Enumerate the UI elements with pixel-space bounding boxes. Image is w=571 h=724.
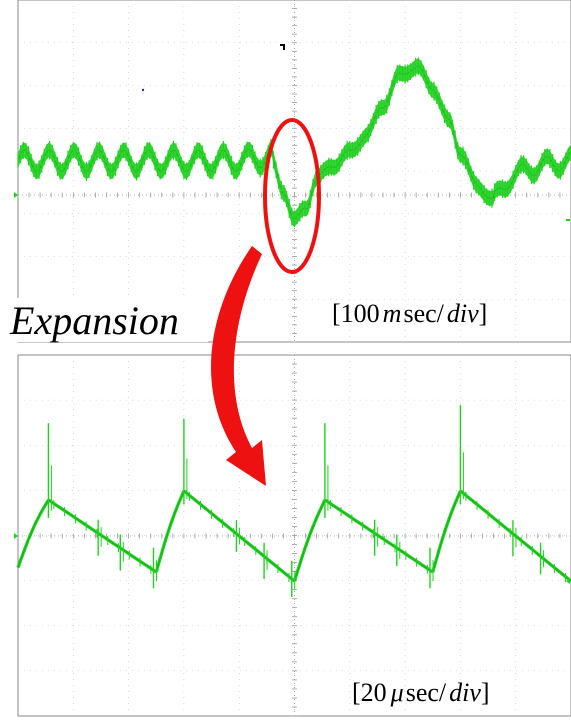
level-marker	[566, 219, 570, 221]
bottom-trace-segment-core	[48, 499, 157, 573]
bottom-level-marker	[566, 578, 570, 585]
bottom-trace-segment-core	[17, 499, 49, 568]
bottom-ground-marker	[14, 533, 18, 539]
highlight-ellipse	[263, 118, 321, 274]
expansion-annotation: Expansion	[8, 118, 321, 486]
expansion-arrow	[211, 246, 266, 486]
bottom-trace-segment-core	[155, 490, 185, 573]
bottom-waveform-trace	[16, 405, 571, 597]
top-panel-markers	[141, 44, 570, 221]
bottom-waveform-panel: [20 μsec/div]	[14, 354, 571, 717]
top-ground-marker	[14, 192, 18, 198]
bottom-trace-segment-core	[432, 490, 461, 573]
bottom-trace-segment-core	[324, 499, 434, 573]
expansion-label: Expansion	[9, 298, 179, 343]
top-time-scale-label: [100 msec/div]	[332, 299, 487, 328]
top-waveform-trace	[17, 57, 571, 228]
bottom-trace-segment-core	[294, 499, 326, 582]
bottom-time-scale-label: [20 μsec/div]	[352, 678, 490, 707]
cursor-dot	[141, 88, 145, 92]
trigger-marker	[280, 44, 285, 50]
expansion-label-background	[8, 298, 208, 342]
top-waveform-panel: [100 msec/div]	[14, 0, 571, 343]
